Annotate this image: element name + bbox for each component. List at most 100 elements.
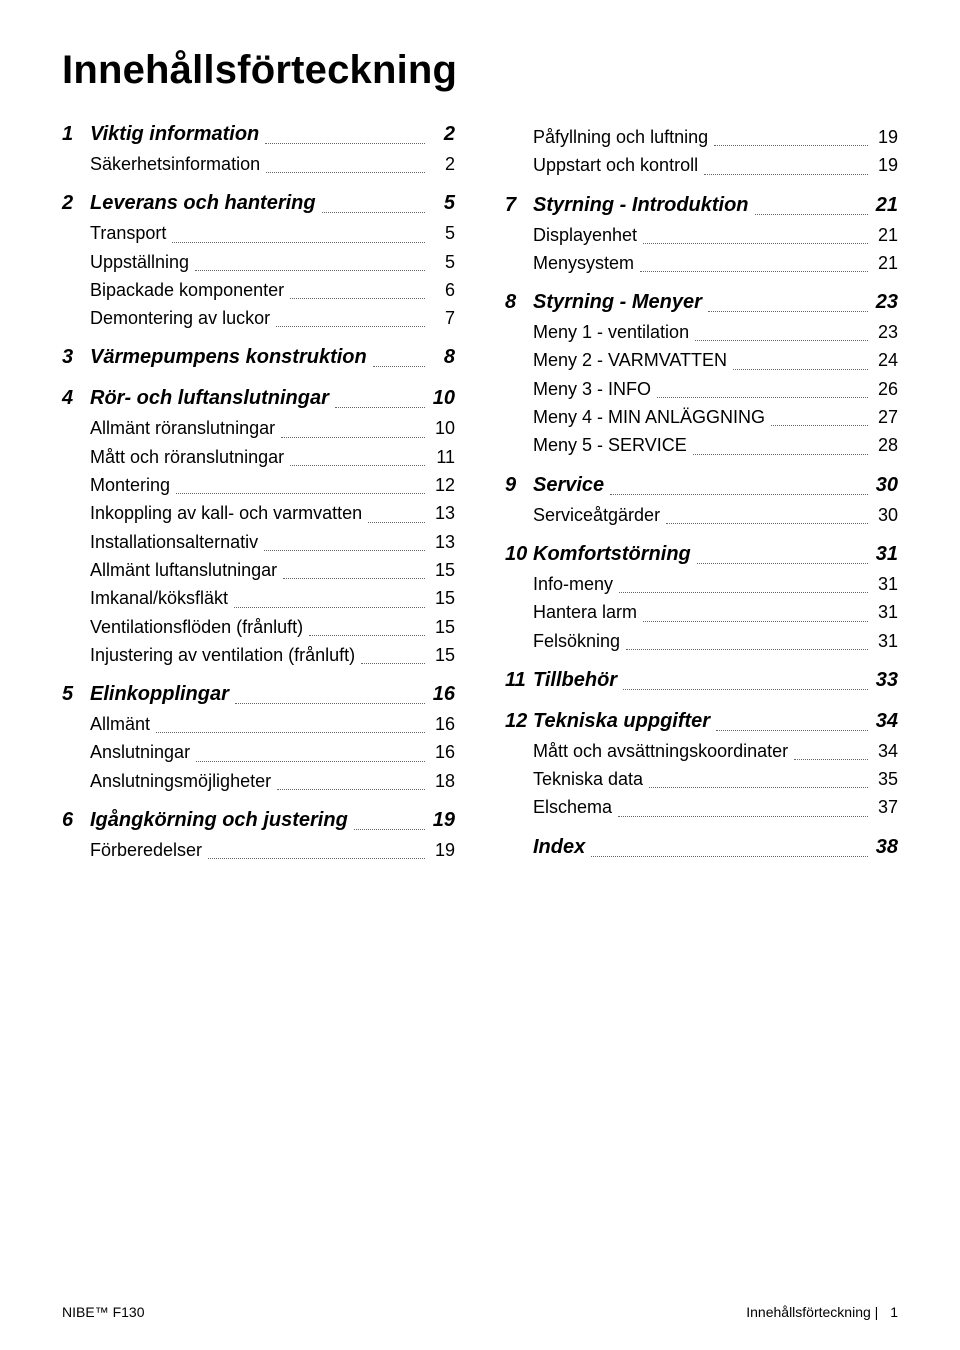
toc-section[interactable]: 12Tekniska uppgifter34 <box>505 708 898 735</box>
toc-subentry[interactable]: Mått och röranslutningar11 <box>62 445 455 469</box>
toc-subentry[interactable]: Meny 2 - VARMVATTEN24 <box>505 348 898 372</box>
toc-subentry[interactable]: Uppstart och kontroll19 <box>505 153 898 177</box>
toc-section-number: 9 <box>505 472 533 499</box>
toc-subentry[interactable]: Allmänt luftanslutningar15 <box>62 558 455 582</box>
toc-page: 19 <box>429 807 455 834</box>
toc-subentry[interactable]: Injustering av ventilation (frånluft)15 <box>62 643 455 667</box>
toc-page: 33 <box>872 667 898 694</box>
toc-subentry[interactable]: Montering12 <box>62 473 455 497</box>
toc-section[interactable]: 10Komfortstörning31 <box>505 541 898 568</box>
toc-page: 21 <box>872 192 898 219</box>
toc-section[interactable]: 11Tillbehör33 <box>505 667 898 694</box>
toc-subentry[interactable]: Påfyllning och luftning19 <box>505 125 898 149</box>
toc-label: Tekniska uppgifter <box>533 708 710 735</box>
toc-subentry[interactable]: Meny 4 - MIN ANLÄGGNING27 <box>505 405 898 429</box>
footer-title: Innehållsförteckning | <box>746 1304 878 1320</box>
toc-section[interactable]: 5Elinkopplingar16 <box>62 681 455 708</box>
toc-subentry[interactable]: Menysystem21 <box>505 251 898 275</box>
toc-page: 15 <box>429 615 455 639</box>
toc-page: 31 <box>872 572 898 596</box>
toc-subentry[interactable]: Förberedelser19 <box>62 838 455 862</box>
toc-subentry[interactable]: Displayenhet21 <box>505 223 898 247</box>
toc-section[interactable]: 7Styrning - Introduktion21 <box>505 192 898 219</box>
toc-label: Igångkörning och justering <box>90 807 348 834</box>
toc-subentry[interactable]: Installationsalternativ 13 <box>62 530 455 554</box>
toc-label: Styrning - Menyer <box>533 289 702 316</box>
toc-subentry[interactable]: Säkerhetsinformation2 <box>62 152 455 176</box>
toc-leader <box>234 590 425 607</box>
toc-section[interactable]: 6Igångkörning och justering19 <box>62 807 455 834</box>
toc-page: 15 <box>429 643 455 667</box>
toc-column-left: 1Viktig information2 Säkerhetsinformation… <box>62 121 455 862</box>
toc-leader <box>172 225 425 242</box>
toc-section[interactable]: 4Rör- och luftanslutningar10 <box>62 385 455 412</box>
toc-leader <box>693 437 868 454</box>
toc-page: 15 <box>429 558 455 582</box>
toc-label: Uppstart och kontroll <box>533 153 698 177</box>
toc-leader <box>290 282 425 299</box>
toc-subentry[interactable]: Inkoppling av kall- och varmvatten13 <box>62 501 455 525</box>
toc-leader <box>368 505 425 522</box>
toc-subentry[interactable]: Allmänt röranslutningar10 <box>62 416 455 440</box>
toc-subentry[interactable]: Felsökning31 <box>505 629 898 653</box>
footer-product: NIBE™ F130 <box>62 1304 144 1320</box>
toc-page: 16 <box>429 712 455 736</box>
toc-page: 38 <box>872 834 898 861</box>
toc-section[interactable]: 2Leverans och hantering5 <box>62 190 455 217</box>
toc-page: 18 <box>429 769 455 793</box>
toc-page: 30 <box>872 503 898 527</box>
toc-page: 19 <box>429 838 455 862</box>
toc-page: 31 <box>872 541 898 568</box>
toc-subentry[interactable]: Info-meny31 <box>505 572 898 596</box>
toc-leader <box>697 545 868 564</box>
toc-page: 13 <box>429 530 455 554</box>
toc-label: Anslutningar <box>90 740 190 764</box>
toc-label: Service <box>533 472 604 499</box>
toc-subentry[interactable]: Hantera larm31 <box>505 600 898 624</box>
toc-section[interactable]: 8Styrning - Menyer23 <box>505 289 898 316</box>
toc-subentry[interactable]: Tekniska data35 <box>505 767 898 791</box>
toc-subentry[interactable]: Anslutningsmöjligheter18 <box>62 769 455 793</box>
toc-subentry[interactable]: Ventilationsflöden (frånluft)15 <box>62 615 455 639</box>
toc-section[interactable]: 9Service 30 <box>505 472 898 499</box>
toc-subentry[interactable]: Imkanal/köksfläkt15 <box>62 586 455 610</box>
toc-subentry[interactable]: Mått och avsättningskoordinater34 <box>505 739 898 763</box>
toc-section-number: 5 <box>62 681 90 708</box>
toc-label: Menysystem <box>533 251 634 275</box>
toc-page: 8 <box>429 344 455 371</box>
toc-leader <box>281 421 425 438</box>
toc-subentry[interactable]: Demontering av luckor7 <box>62 306 455 330</box>
toc-subentry[interactable]: Anslutningar 16 <box>62 740 455 764</box>
toc-section[interactable]: 1Viktig information2 <box>62 121 455 148</box>
toc-subentry[interactable]: Elschema37 <box>505 795 898 819</box>
toc-leader <box>283 562 425 579</box>
toc-subentry[interactable]: Serviceåtgärder30 <box>505 503 898 527</box>
toc-label: Elinkopplingar <box>90 681 229 708</box>
toc-page: 23 <box>872 289 898 316</box>
toc-leader <box>290 449 425 466</box>
toc-page: 31 <box>872 600 898 624</box>
toc-leader <box>618 800 868 817</box>
toc-section-number: 4 <box>62 385 90 412</box>
toc-subentry[interactable]: Uppställning5 <box>62 250 455 274</box>
toc-section[interactable]: Index38 <box>505 834 898 861</box>
toc-leader <box>619 576 868 593</box>
toc-page: 16 <box>429 740 455 764</box>
toc-page: 30 <box>872 472 898 499</box>
toc-subentry[interactable]: Transport5 <box>62 221 455 245</box>
toc-leader <box>361 647 425 664</box>
toc-page: 5 <box>429 190 455 217</box>
toc-leader <box>335 389 425 408</box>
toc-label: Värmepumpens konstruktion <box>90 344 367 371</box>
toc-section[interactable]: 3Värmepumpens konstruktion8 <box>62 344 455 371</box>
toc-subentry[interactable]: Meny 5 - SERVICE28 <box>505 433 898 457</box>
toc-leader <box>196 745 425 762</box>
toc-label: Installationsalternativ <box>90 530 258 554</box>
footer-section: Innehållsförteckning | 1 <box>746 1304 898 1320</box>
toc-section-number: 11 <box>505 667 533 694</box>
toc-subentry[interactable]: Meny 3 - INFO26 <box>505 377 898 401</box>
toc-subentry[interactable]: Allmänt16 <box>62 712 455 736</box>
toc-subentry[interactable]: Meny 1 - ventilation23 <box>505 320 898 344</box>
toc-subentry[interactable]: Bipackade komponenter6 <box>62 278 455 302</box>
toc-page: 2 <box>429 152 455 176</box>
